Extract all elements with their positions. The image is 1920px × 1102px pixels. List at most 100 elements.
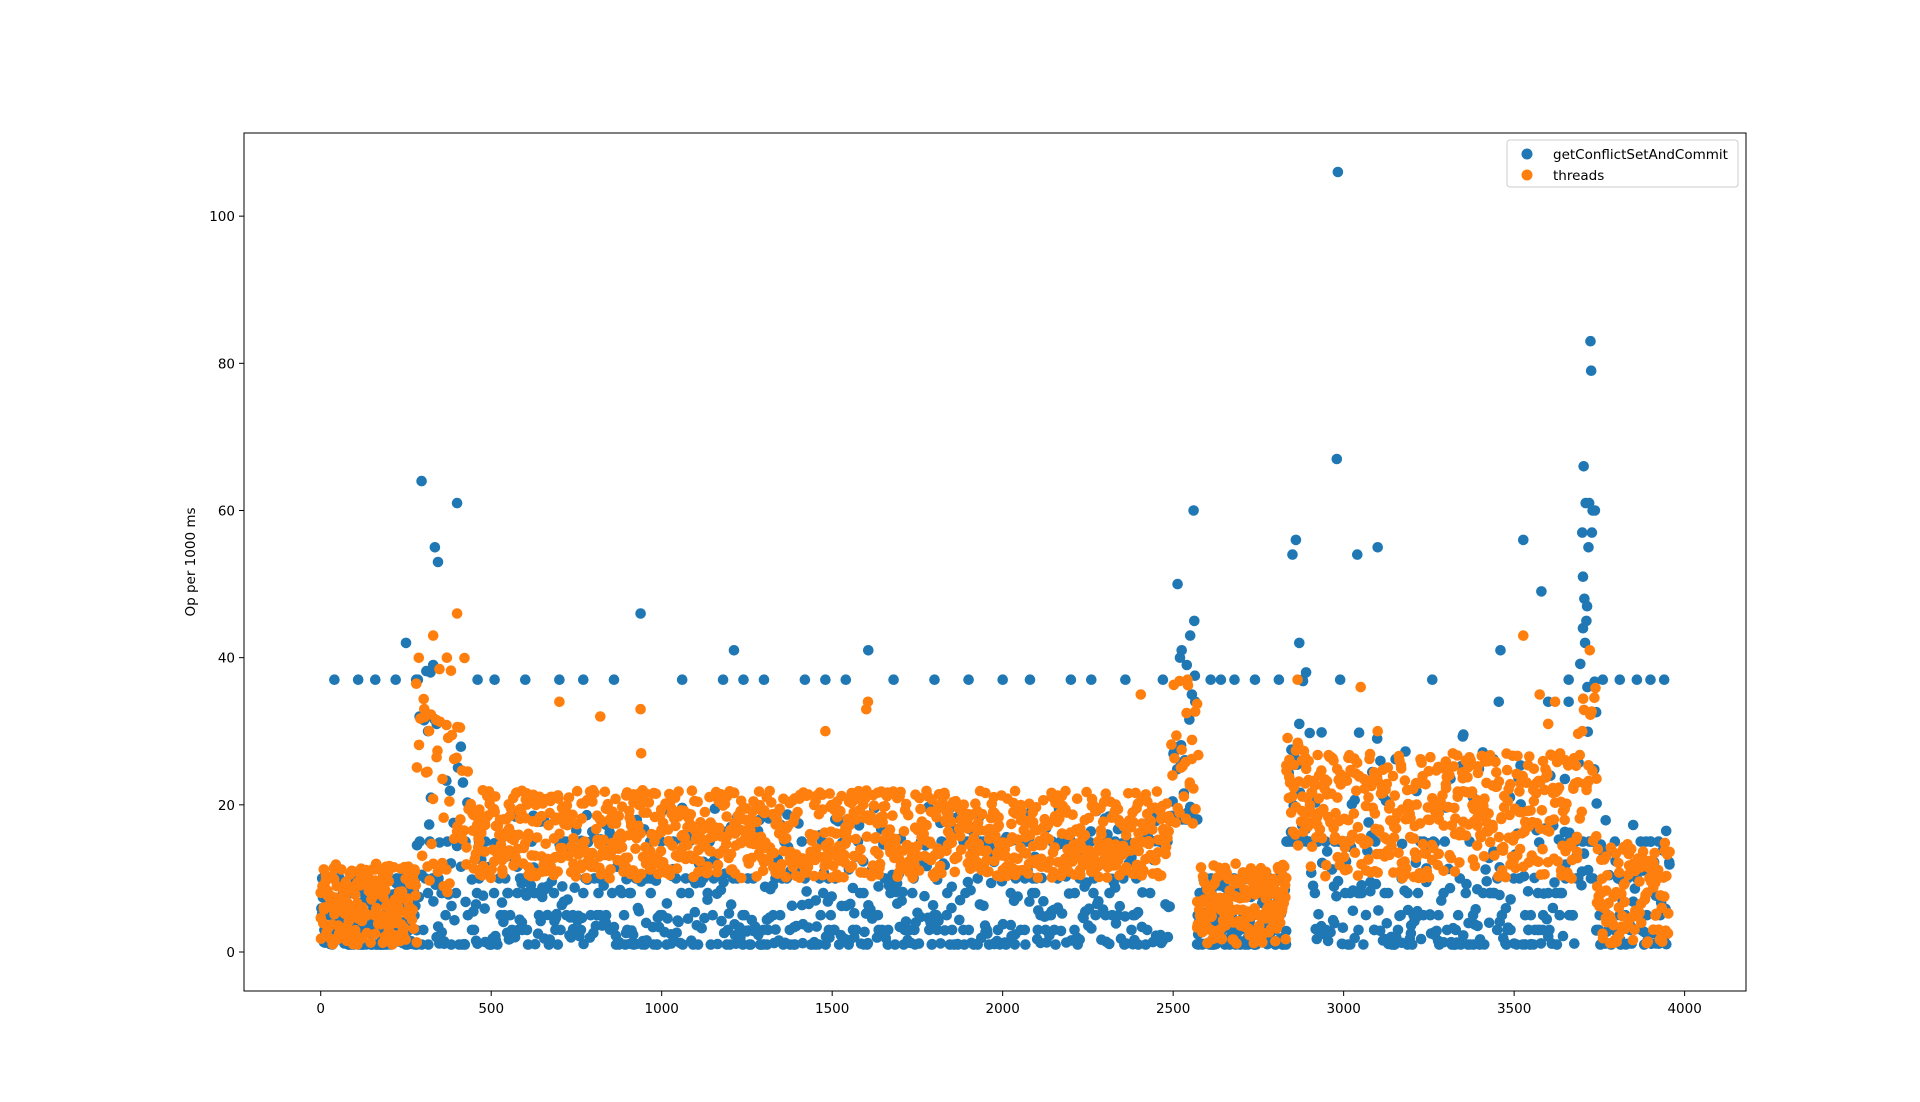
legend-label-threads: threads (1553, 168, 1604, 184)
threads-point (604, 873, 615, 884)
getconflictsetandcommit-point (824, 932, 835, 943)
getconflictsetandcommit-point (811, 921, 822, 932)
getconflictsetandcommit-point (1300, 667, 1312, 678)
threads-point (1022, 868, 1034, 879)
getconflictsetandcommit-point (1591, 798, 1602, 809)
threads-point (1662, 928, 1674, 939)
getconflictsetandcommit-point (1382, 887, 1394, 899)
threads-point (1000, 850, 1011, 862)
threads-point (900, 798, 912, 810)
threads-point (640, 788, 651, 799)
threads-point (1352, 821, 1364, 833)
getconflictsetandcommit-point (661, 898, 673, 909)
threads-point (1505, 778, 1516, 790)
getconflictsetandcommit-point (1614, 674, 1626, 685)
getconflictsetandcommit-point (1363, 817, 1374, 828)
threads-point (1389, 790, 1401, 801)
threads-point (567, 809, 578, 821)
threads-point (1548, 814, 1560, 825)
getconflictsetandcommit-point (445, 939, 457, 950)
getconflictsetandcommit-point (516, 917, 528, 928)
threads-point (1472, 767, 1484, 779)
threads-point (1637, 846, 1649, 857)
threads-point (1372, 725, 1383, 737)
threads-point (1445, 852, 1457, 864)
threads-point (1664, 846, 1675, 858)
threads-point (1049, 842, 1060, 853)
getconflictsetandcommit-point (972, 873, 983, 884)
threads-point (1433, 848, 1444, 860)
threads-point (1364, 748, 1376, 760)
threads-point (396, 886, 408, 897)
getconflictsetandcommit-point (1600, 815, 1611, 826)
threads-point (1009, 785, 1021, 797)
threads-point (870, 832, 882, 843)
threads-point (1387, 770, 1399, 782)
getconflictsetandcommit-point (682, 913, 694, 924)
threads-point (1186, 734, 1198, 746)
getconflictsetandcommit-point (1439, 836, 1451, 847)
threads-point (803, 789, 814, 800)
threads-point (568, 833, 579, 844)
getconflictsetandcommit-point (1427, 674, 1438, 685)
threads-point (1460, 830, 1472, 841)
getconflictsetandcommit-point (1086, 674, 1097, 685)
threads-point (1617, 910, 1628, 922)
threads-point (721, 811, 732, 822)
getconflictsetandcommit-point (1518, 534, 1529, 546)
getconflictsetandcommit-point (1290, 534, 1302, 546)
threads-point (635, 828, 646, 839)
legend-marker-getconflictsetandcommit (1521, 148, 1533, 160)
threads-point (616, 841, 628, 853)
getconflictsetandcommit-point (1126, 924, 1137, 936)
getconflictsetandcommit-point (1535, 938, 1547, 949)
threads-point (879, 800, 891, 812)
getconflictsetandcommit-point (470, 899, 482, 910)
threads-point (1143, 838, 1155, 850)
threads-point (350, 924, 361, 936)
threads-point (442, 886, 453, 898)
threads-point (1193, 749, 1204, 761)
threads-point (766, 797, 777, 808)
threads-point (1454, 857, 1465, 868)
threads-point (1372, 867, 1383, 878)
getconflictsetandcommit-point (1460, 887, 1472, 899)
legend-box (1506, 139, 1739, 188)
getconflictsetandcommit-point (1375, 755, 1386, 767)
threads-point (673, 786, 684, 797)
getconflictsetandcommit-point (825, 909, 837, 921)
threads-point (1171, 730, 1182, 741)
threads-point (383, 876, 395, 887)
getconflictsetandcommit-point (676, 674, 688, 685)
getconflictsetandcommit-point (1425, 909, 1436, 921)
threads-point (1320, 870, 1331, 882)
getconflictsetandcommit-point (432, 556, 444, 568)
getconflictsetandcommit-point (749, 921, 761, 932)
threads-point (751, 816, 762, 828)
getconflictsetandcommit-point (1581, 600, 1593, 612)
threads-point (1167, 770, 1178, 781)
threads-point (1257, 937, 1268, 948)
threads-point (1125, 845, 1137, 856)
y-tick-label: 60 (218, 503, 235, 519)
threads-point (411, 937, 423, 948)
threads-point (1278, 861, 1290, 872)
getconflictsetandcommit-point (859, 926, 870, 938)
getconflictsetandcommit-point (1585, 335, 1596, 347)
getconflictsetandcommit-point (1563, 674, 1574, 685)
threads-point (479, 846, 491, 857)
getconflictsetandcommit-point (1576, 880, 1587, 891)
threads-point (1176, 744, 1187, 756)
getconflictsetandcommit-point (1549, 877, 1560, 888)
getconflictsetandcommit-point (1402, 887, 1413, 899)
getconflictsetandcommit-point (1660, 825, 1672, 837)
threads-point (1566, 873, 1577, 884)
threads-point (731, 815, 743, 827)
getconflictsetandcommit-point (1294, 637, 1305, 649)
threads-point (1393, 847, 1404, 859)
getconflictsetandcommit-point (933, 915, 944, 927)
getconflictsetandcommit-point (1120, 674, 1131, 685)
getconflictsetandcommit-point (1450, 924, 1462, 936)
getconflictsetandcommit-point (801, 886, 812, 897)
threads-point (1491, 767, 1502, 778)
